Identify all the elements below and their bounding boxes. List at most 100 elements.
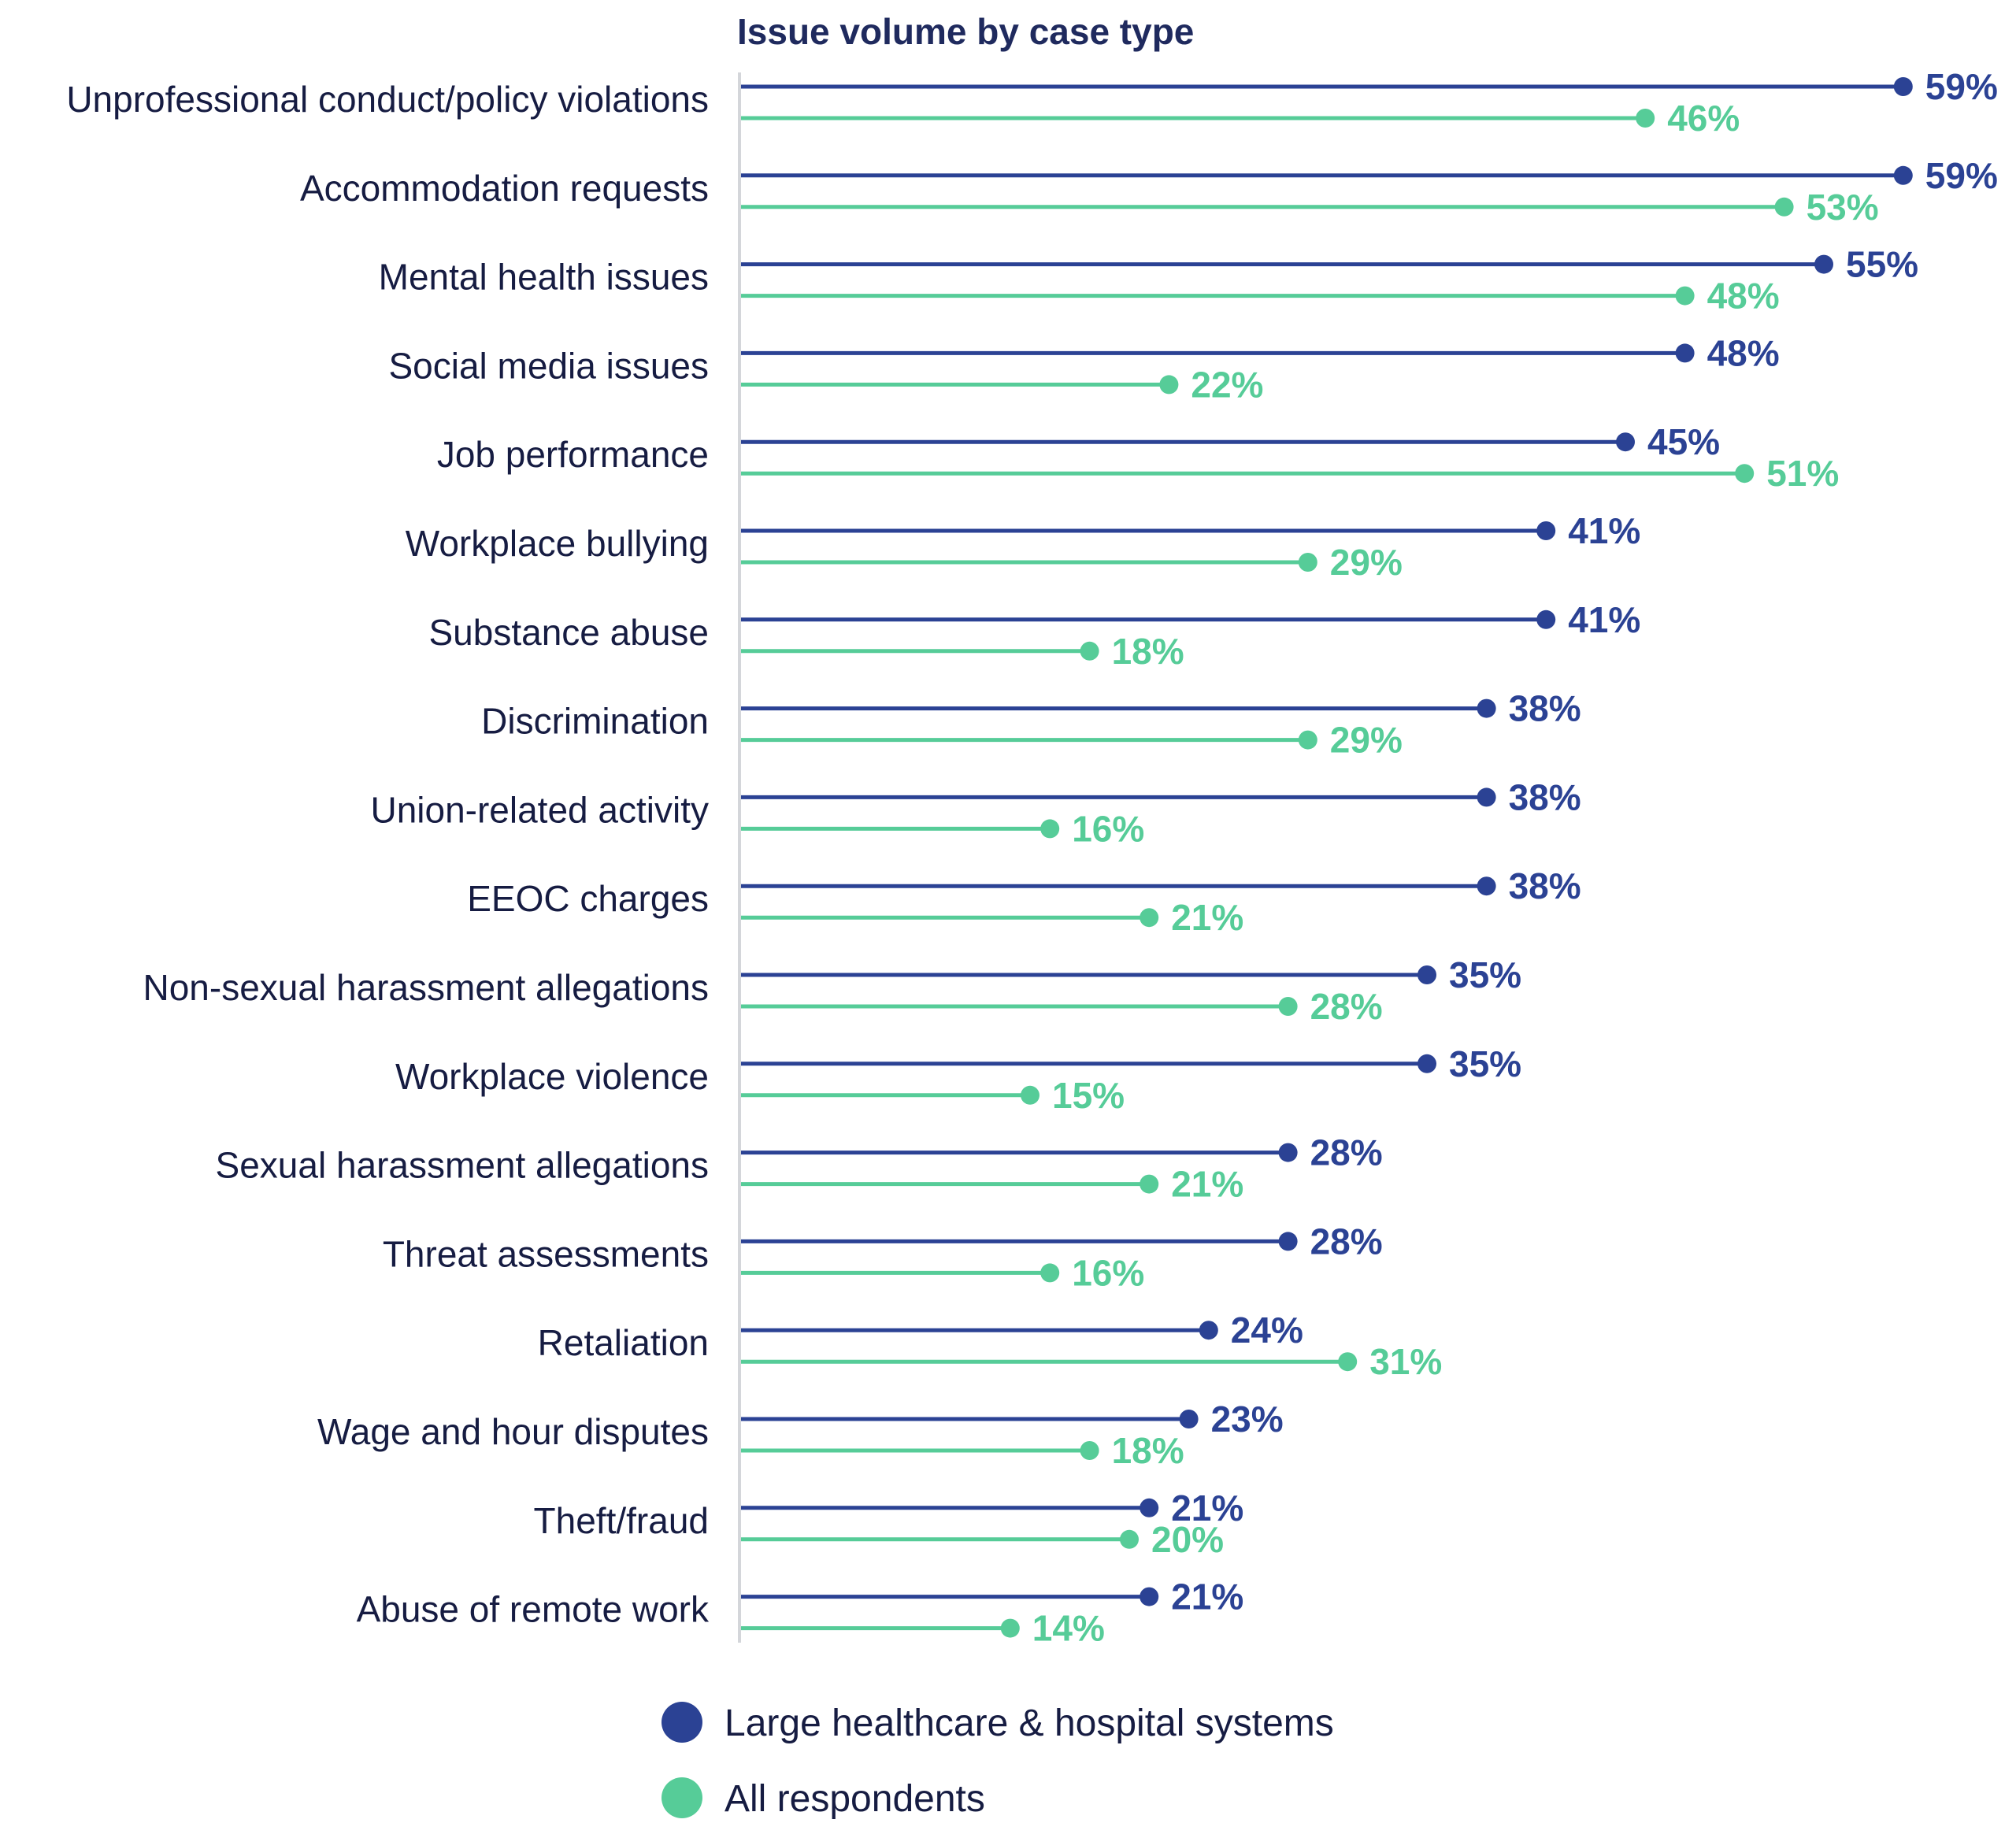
category-row: Workplace violence 35% 15% [395, 1043, 1521, 1116]
all-respondents-dot [1120, 1529, 1139, 1549]
category-label: Non-sexual harassment allegations [143, 967, 709, 1008]
all-respondents-dot [1140, 908, 1159, 928]
large-healthcare-value-label: 38% [1509, 865, 1581, 906]
large-healthcare-value-label: 21% [1171, 1488, 1243, 1528]
large-healthcare-value-label: 59% [1925, 155, 1998, 196]
large-healthcare-dot [1893, 77, 1913, 96]
category-label: Retaliation [538, 1322, 709, 1363]
large-healthcare-value-label: 38% [1509, 776, 1581, 817]
category-row: Mental health issues 55% 48% [379, 244, 1918, 317]
large-healthcare-dot [1140, 1587, 1159, 1606]
category-row: Wage and hour disputes 23% 18% [317, 1399, 1284, 1471]
all-respondents-value-label: 15% [1052, 1075, 1125, 1116]
all-respondents-value-label: 48% [1707, 276, 1780, 317]
category-label: Workplace bullying [406, 523, 709, 564]
large-healthcare-legend-marker [662, 1702, 702, 1743]
large-healthcare-value-label: 41% [1568, 510, 1640, 551]
category-row: Threat assessments 28% 16% [383, 1221, 1383, 1293]
large-healthcare-dot [1536, 521, 1556, 540]
category-label: Threat assessments [383, 1233, 709, 1274]
all-respondents-dot [1080, 1441, 1099, 1460]
category-row: Accommodation requests 59% 53% [300, 155, 1998, 228]
legend-label: Large healthcare & hospital systems [724, 1703, 1334, 1744]
large-healthcare-value-label: 28% [1310, 1221, 1383, 1262]
all-respondents-value-label: 16% [1072, 1252, 1144, 1293]
category-label: Mental health issues [379, 257, 709, 298]
all-respondents-dot [1636, 109, 1655, 128]
category-label: Abuse of remote work [357, 1589, 710, 1630]
all-respondents-dot [1675, 286, 1695, 306]
large-healthcare-dot [1140, 1498, 1159, 1517]
large-healthcare-dot [1418, 965, 1436, 984]
large-healthcare-dot [1675, 343, 1695, 363]
category-row: Non-sexual harassment allegations 35% 28% [143, 954, 1521, 1027]
large-healthcare-value-label: 35% [1449, 1043, 1521, 1084]
all-respondents-dot [1774, 197, 1794, 217]
all-respondents-dot [1278, 997, 1298, 1016]
chart-title: Issue volume by case type [737, 11, 1194, 52]
category-row: Discrimination 38% 29% [481, 688, 1581, 761]
all-respondents-value-label: 53% [1807, 187, 1879, 228]
large-healthcare-value-label: 59% [1925, 66, 1998, 107]
all-respondents-value-label: 18% [1112, 631, 1184, 672]
category-label: Job performance [437, 434, 709, 475]
category-row: Workplace bullying 41% 29% [406, 510, 1641, 583]
category-label: Accommodation requests [300, 168, 709, 209]
large-healthcare-dot [1179, 1410, 1199, 1428]
legend-label: All respondents [724, 1778, 985, 1820]
all-respondents-value-label: 21% [1171, 1164, 1243, 1205]
category-row: Theft/fraud 21%20% [534, 1488, 1244, 1560]
all-respondents-dot [1080, 641, 1099, 661]
all-respondents-value-label: 31% [1369, 1341, 1442, 1382]
large-healthcare-value-label: 24% [1231, 1310, 1303, 1351]
category-row: Retaliation 24% 31% [538, 1310, 1443, 1382]
all-respondents-dot [1159, 375, 1179, 395]
large-healthcare-value-label: 35% [1449, 954, 1521, 995]
all-respondents-dot [1298, 553, 1317, 572]
large-healthcare-dot [1477, 876, 1496, 896]
category-row: Abuse of remote work 21% 14% [357, 1577, 1244, 1649]
all-respondents-dot [1040, 819, 1060, 839]
large-healthcare-value-label: 55% [1846, 244, 1918, 285]
all-respondents-value-label: 29% [1330, 720, 1403, 761]
all-respondents-value-label: 16% [1072, 808, 1144, 849]
category-label: Theft/fraud [534, 1500, 709, 1541]
legend-item: Large healthcare & hospital systems [662, 1702, 1334, 1744]
category-label: EEOC charges [467, 878, 709, 919]
category-label: Union-related activity [370, 789, 709, 830]
large-healthcare-dot [1893, 165, 1913, 185]
all-respondents-dot [1140, 1174, 1159, 1194]
category-row: Sexual harassment allegations 28% 21% [216, 1132, 1383, 1205]
large-healthcare-value-label: 45% [1647, 421, 1720, 462]
category-row: Social media issues 48% 22% [388, 332, 1779, 405]
large-healthcare-value-label: 28% [1310, 1132, 1383, 1173]
category-label: Sexual harassment allegations [216, 1145, 709, 1186]
large-healthcare-value-label: 48% [1707, 332, 1780, 373]
all-respondents-dot [1040, 1263, 1060, 1283]
legend: Large healthcare & hospital systems All r… [662, 1702, 1334, 1820]
all-respondents-dot [1000, 1618, 1020, 1638]
all-respondents-value-label: 28% [1310, 986, 1383, 1027]
large-healthcare-value-label: 21% [1171, 1577, 1243, 1617]
category-label: Substance abuse [429, 612, 710, 653]
legend-item: All respondents [662, 1777, 985, 1820]
large-healthcare-dot [1477, 787, 1496, 807]
all-respondents-value-label: 20% [1151, 1519, 1224, 1560]
all-respondents-value-label: 22% [1191, 364, 1263, 405]
all-respondents-value-label: 29% [1330, 542, 1403, 583]
all-respondents-value-label: 21% [1171, 897, 1243, 938]
category-label: Workplace violence [395, 1056, 709, 1097]
category-label: Wage and hour disputes [317, 1411, 709, 1452]
category-row: Substance abuse 41% 18% [429, 599, 1641, 672]
large-healthcare-value-label: 38% [1509, 688, 1581, 729]
all-respondents-value-label: 51% [1766, 453, 1839, 494]
all-respondents-dot [1021, 1085, 1040, 1105]
large-healthcare-dot [1278, 1143, 1298, 1162]
large-healthcare-dot [1278, 1232, 1298, 1251]
category-label: Discrimination [481, 701, 709, 742]
large-healthcare-dot [1418, 1054, 1436, 1073]
all-respondents-value-label: 46% [1667, 98, 1740, 139]
all-respondents-dot [1735, 464, 1755, 484]
category-row: EEOC charges 38% 21% [467, 865, 1581, 938]
